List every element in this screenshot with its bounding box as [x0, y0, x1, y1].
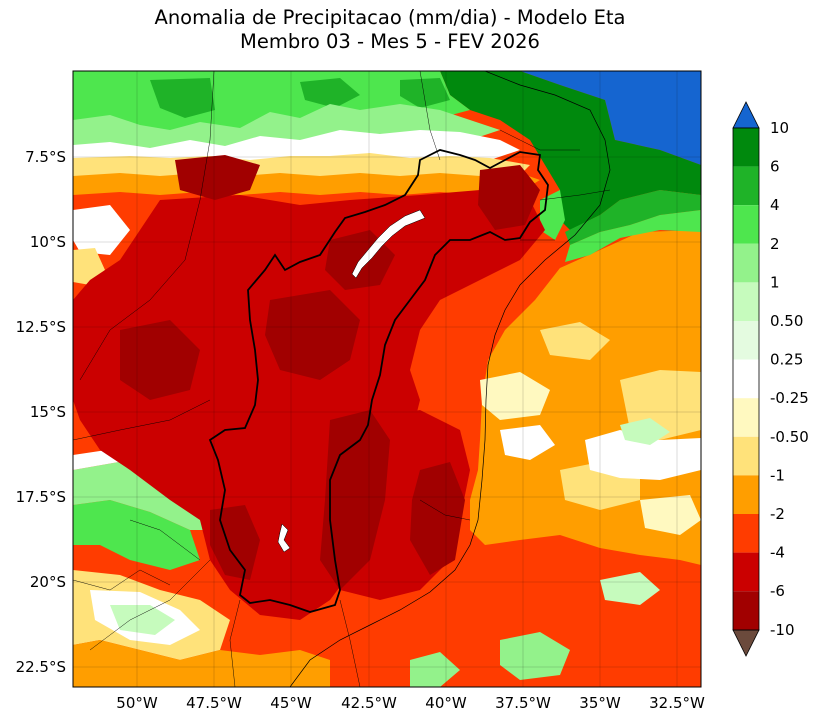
- colorbar-bin: [733, 243, 759, 283]
- region-sw-lightgreen: [73, 460, 210, 530]
- colorbar-bin: [733, 436, 759, 476]
- colorbar-bin: [733, 552, 759, 592]
- x-tick-label: 32.5°W: [649, 694, 705, 712]
- map-frame: [72, 70, 702, 688]
- colorbar-label: 0.50: [770, 312, 803, 330]
- colorbar-bin: [733, 205, 759, 244]
- colorbar-label: -6: [770, 582, 785, 600]
- colorbar-label: 0.25: [770, 351, 803, 369]
- colorbar-label: -2: [770, 505, 785, 523]
- region-bottom-orange: [73, 640, 330, 687]
- colorbar-extend-over: [732, 101, 760, 129]
- colorbar-bin: [733, 359, 759, 399]
- x-tick-label: 35°W: [579, 694, 621, 712]
- colorbar: 10 6 4 2 1 0.50 0.25 -0.25 -0.50 -1 -2 -…: [732, 101, 809, 657]
- colorbar-label: -10: [770, 621, 795, 639]
- x-tick-label: 37.5°W: [495, 694, 551, 712]
- y-axis: 7.5°S 10°S 12.5°S 15°S 17.5°S 20°S 22.5°…: [16, 148, 66, 676]
- region-darkest-8: [210, 505, 260, 580]
- region-dark-green: [440, 71, 701, 230]
- title-line-1: Anomalia de Precipitacao (mm/dia) - Mode…: [154, 6, 626, 29]
- region-darkest-4: [120, 320, 200, 400]
- x-axis: 50°W 47.5°W 45°W 42.5°W 40°W 37.5°W 35°W…: [116, 694, 705, 712]
- colorbar-label: 1: [770, 273, 780, 291]
- colorbar-label: 4: [770, 196, 780, 214]
- colorbar-bin: [733, 321, 759, 360]
- title-line-2: Membro 03 - Mes 5 - FEV 2026: [240, 30, 540, 53]
- region-green: [565, 190, 701, 245]
- colorbar-extend-under: [732, 629, 760, 657]
- region-ocean-lightgreen: [600, 418, 670, 605]
- region-darkest-1: [175, 155, 260, 200]
- region-sw-lightgreen2: [110, 605, 175, 635]
- y-tick-label: 10°S: [30, 233, 66, 251]
- y-tick-label: 12.5°S: [16, 318, 66, 336]
- region-core-red: [73, 190, 545, 620]
- region-north-lightgreen: [73, 104, 500, 150]
- region-west-white: [73, 205, 130, 255]
- coastline: [289, 71, 611, 687]
- colorbar-labels: 10 6 4 2 1 0.50 0.25 -0.25 -0.50 -1 -2 -…: [770, 119, 809, 639]
- colorbar-label: -1: [770, 466, 785, 484]
- colorbar-label: 6: [770, 158, 780, 176]
- region-north-white: [73, 130, 520, 162]
- colorbar-bin: [733, 398, 759, 437]
- basin-outline: [208, 149, 549, 613]
- colorbar-bin: [733, 166, 759, 206]
- region-sw-green: [73, 500, 200, 570]
- x-tick-label: 40°W: [425, 694, 467, 712]
- region-ocean-blue: [520, 71, 701, 165]
- colorbar-frame: [732, 127, 760, 631]
- region-darkest-7: [478, 165, 540, 230]
- y-tick-label: 22.5°S: [16, 658, 66, 676]
- gridlines: [73, 71, 701, 687]
- region-brightgreen: [540, 190, 701, 262]
- region-ocean-paleyellow: [480, 372, 701, 535]
- state-borders: [73, 71, 611, 687]
- y-tick-label: 20°S: [30, 573, 66, 591]
- colorbar-label: 10: [770, 119, 789, 137]
- colorbar-bin: [733, 591, 759, 630]
- colorbar-bin: [733, 514, 759, 553]
- colorbar-label: -0.25: [770, 389, 809, 407]
- map-title: Anomalia de Precipitacao (mm/dia) - Mode…: [0, 6, 780, 54]
- region-sw-white: [73, 448, 210, 500]
- x-tick-label: 50°W: [116, 694, 158, 712]
- y-tick-label: 7.5°S: [25, 148, 66, 166]
- region-ocean-orange: [470, 230, 701, 565]
- colorbar-bin: [733, 282, 759, 321]
- colorbar-label: -0.50: [770, 428, 809, 446]
- anomaly-field: [73, 71, 701, 687]
- region-darkest-6: [410, 462, 465, 575]
- region-north-darkgreen: [150, 78, 450, 118]
- region-darkest-3: [265, 290, 360, 380]
- x-tick-label: 47.5°W: [186, 694, 242, 712]
- lake-sobradinho: [351, 209, 426, 279]
- lake-tres-marias: [277, 523, 291, 553]
- colorbar-bin: [733, 128, 759, 167]
- colorbar-label: -4: [770, 544, 785, 562]
- region-darkest-5: [320, 410, 390, 590]
- colorbar-bin: [733, 475, 759, 514]
- x-tick-label: 42.5°W: [341, 694, 397, 712]
- region-bottom-lightgreen: [410, 632, 570, 687]
- y-tick-label: 17.5°S: [16, 488, 66, 506]
- colorbar-label: 2: [770, 235, 780, 253]
- x-tick-label: 45°W: [270, 694, 312, 712]
- y-tick-label: 15°S: [30, 403, 66, 421]
